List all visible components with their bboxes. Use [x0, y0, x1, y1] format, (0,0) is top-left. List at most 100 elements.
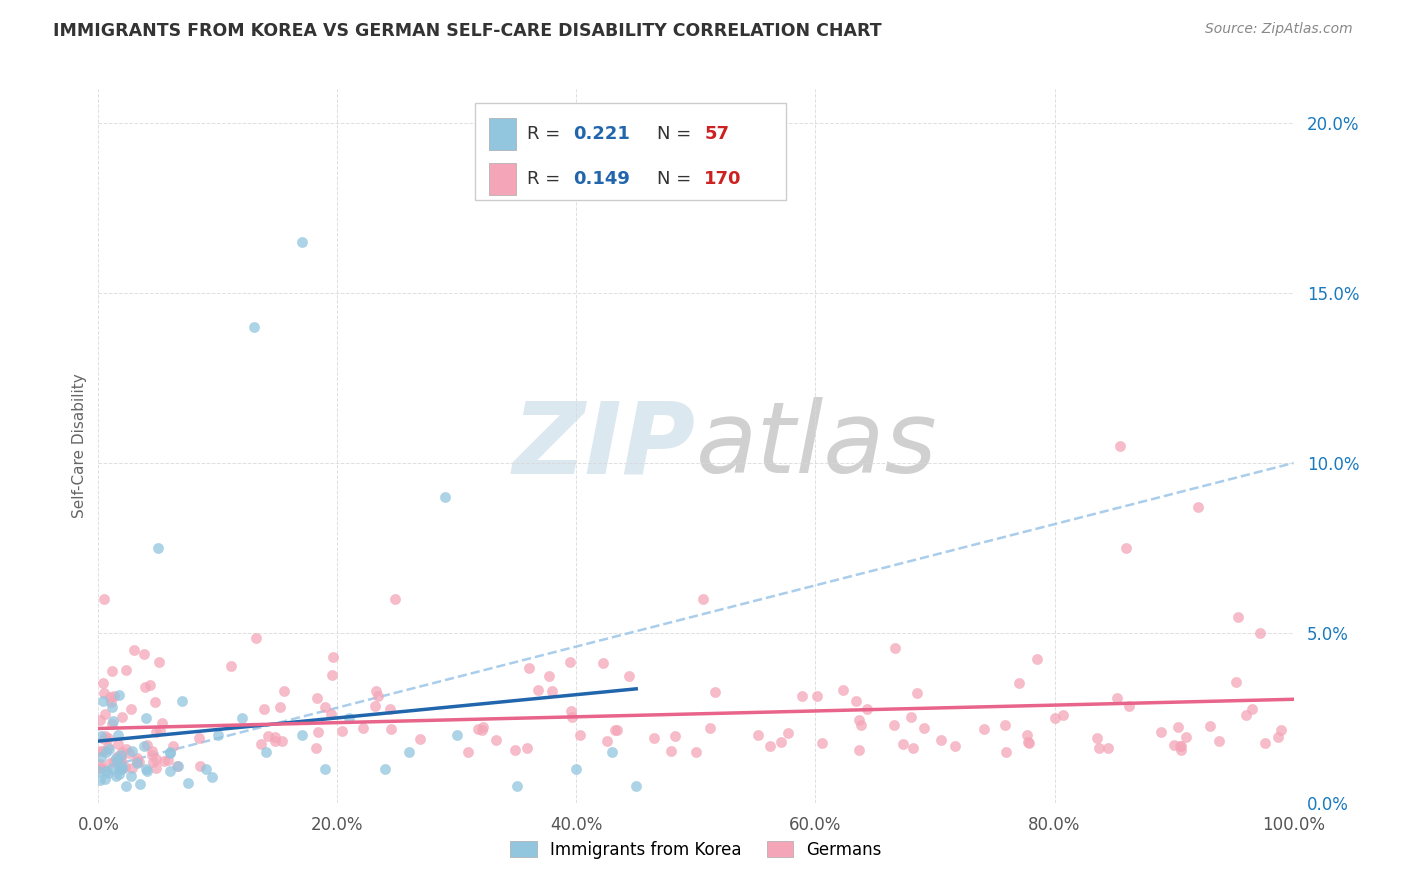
Point: [132, 647, 155, 661]
Point: [291, 728, 314, 742]
Point: [128, 777, 150, 791]
Point: [101, 714, 124, 729]
Point: [516, 741, 538, 756]
Point: [120, 701, 142, 715]
Point: [831, 682, 853, 697]
Point: [93, 686, 115, 700]
Point: [778, 726, 800, 740]
Point: [467, 722, 489, 736]
Point: [115, 663, 138, 677]
Y-axis label: Self-Care Disability: Self-Care Disability: [72, 374, 87, 518]
Point: [1163, 738, 1185, 752]
Point: [1025, 652, 1047, 666]
Point: [93, 676, 115, 690]
Point: [845, 694, 868, 708]
Point: [138, 678, 160, 692]
Point: [107, 748, 129, 763]
Point: [884, 641, 907, 656]
Text: N =: N =: [657, 125, 696, 144]
Point: [517, 661, 540, 675]
Point: [541, 684, 564, 698]
Point: [89, 773, 111, 788]
Point: [110, 748, 132, 763]
Point: [187, 731, 209, 746]
Point: [159, 745, 181, 759]
Point: [121, 744, 143, 758]
Point: [103, 754, 125, 768]
Point: [704, 685, 727, 699]
Point: [685, 745, 707, 759]
Point: [257, 729, 280, 743]
Point: [565, 762, 588, 776]
Point: [93, 591, 115, 606]
Point: [190, 759, 212, 773]
Point: [1225, 675, 1247, 690]
Point: [747, 728, 769, 742]
Point: [94, 772, 117, 786]
FancyBboxPatch shape: [475, 103, 786, 200]
Point: [851, 718, 873, 732]
Point: [207, 728, 229, 742]
Point: [1008, 675, 1031, 690]
Point: [1170, 739, 1192, 753]
Point: [114, 760, 136, 774]
Point: [699, 722, 721, 736]
Point: [1199, 718, 1222, 732]
Point: [231, 711, 253, 725]
Point: [319, 706, 342, 721]
Text: IMMIGRANTS FROM KOREA VS GERMAN SELF-CARE DISABILITY CORRELATION CHART: IMMIGRANTS FROM KOREA VS GERMAN SELF-CAR…: [53, 22, 882, 40]
Point: [352, 721, 374, 735]
Point: [94, 707, 117, 722]
Point: [103, 690, 125, 704]
Point: [253, 702, 276, 716]
Point: [219, 659, 242, 673]
Point: [1167, 720, 1189, 734]
Point: [1115, 541, 1137, 555]
Point: [994, 745, 1017, 759]
Legend: Immigrants from Korea, Germans: Immigrants from Korea, Germans: [503, 835, 889, 866]
Point: [243, 320, 266, 334]
Point: [848, 743, 870, 757]
Point: [1240, 702, 1263, 716]
Point: [1150, 724, 1173, 739]
Point: [97, 739, 120, 754]
Point: [107, 755, 129, 769]
Point: [149, 723, 172, 738]
Point: [1105, 691, 1128, 706]
Point: [263, 734, 285, 748]
Text: atlas: atlas: [696, 398, 938, 494]
Point: [124, 643, 146, 657]
FancyBboxPatch shape: [489, 119, 516, 151]
Text: Source: ZipAtlas.com: Source: ZipAtlas.com: [1205, 22, 1353, 37]
Point: [384, 591, 406, 606]
Point: [105, 751, 128, 765]
Point: [1174, 730, 1197, 744]
Point: [135, 711, 157, 725]
Point: [1015, 727, 1038, 741]
Point: [201, 770, 224, 784]
Point: [643, 731, 665, 745]
Point: [446, 728, 468, 742]
Point: [619, 669, 641, 683]
Point: [195, 762, 218, 776]
Point: [626, 779, 648, 793]
Point: [94, 764, 117, 778]
Point: [569, 727, 592, 741]
Point: [177, 776, 200, 790]
Point: [89, 744, 111, 758]
Point: [107, 688, 129, 702]
Point: [1085, 731, 1108, 745]
Point: [929, 732, 952, 747]
Point: [994, 718, 1017, 732]
Text: R =: R =: [527, 125, 567, 144]
Text: 0.149: 0.149: [572, 169, 630, 187]
Point: [305, 691, 328, 706]
Point: [108, 760, 131, 774]
Point: [305, 740, 328, 755]
Point: [307, 725, 329, 739]
Point: [91, 694, 114, 708]
Point: [811, 736, 834, 750]
Point: [374, 762, 396, 776]
Text: N =: N =: [657, 169, 696, 187]
Point: [1052, 708, 1074, 723]
